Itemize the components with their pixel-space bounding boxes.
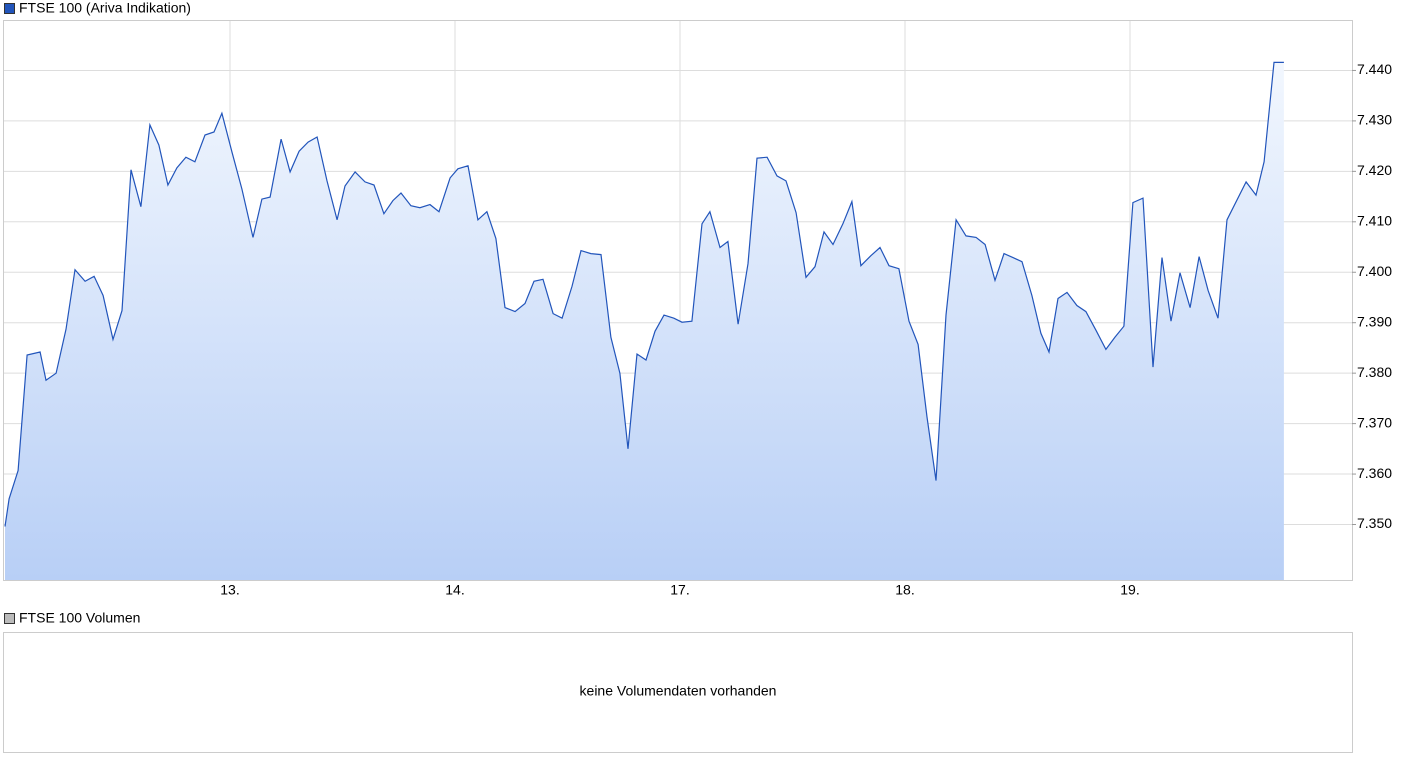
y-tick-label: 7.410 [1357, 213, 1392, 229]
area [5, 62, 1284, 580]
no-data-note: keine Volumendaten vorhanden [580, 683, 777, 699]
y-tick-label: 7.440 [1357, 61, 1392, 77]
x-tick-label: 19. [1120, 582, 1139, 598]
y-tick-label: 7.380 [1357, 364, 1392, 380]
y-tick-label: 7.360 [1357, 465, 1392, 481]
y-tick-label: 7.430 [1357, 112, 1392, 128]
volume-frame [3, 632, 1353, 753]
x-tick-label: 17. [670, 582, 689, 598]
line [4, 61, 1284, 527]
x-tick-label: 13. [220, 582, 239, 598]
y-tick-label: 7.400 [1357, 263, 1392, 279]
legend-label: FTSE 100 Volumen [19, 610, 140, 626]
x-tick-label: 14. [445, 582, 464, 598]
x-tick-label: 18. [895, 582, 914, 598]
legend-swatch [4, 613, 15, 624]
y-tick-label: 7.420 [1357, 162, 1392, 178]
y-tick-label: 7.390 [1357, 313, 1392, 329]
legend-label: FTSE 100 (Ariva Indikation) [19, 0, 191, 16]
legend-swatch [4, 3, 15, 14]
y-tick-label: 7.370 [1357, 414, 1392, 430]
y-tick-label: 7.350 [1357, 515, 1392, 531]
